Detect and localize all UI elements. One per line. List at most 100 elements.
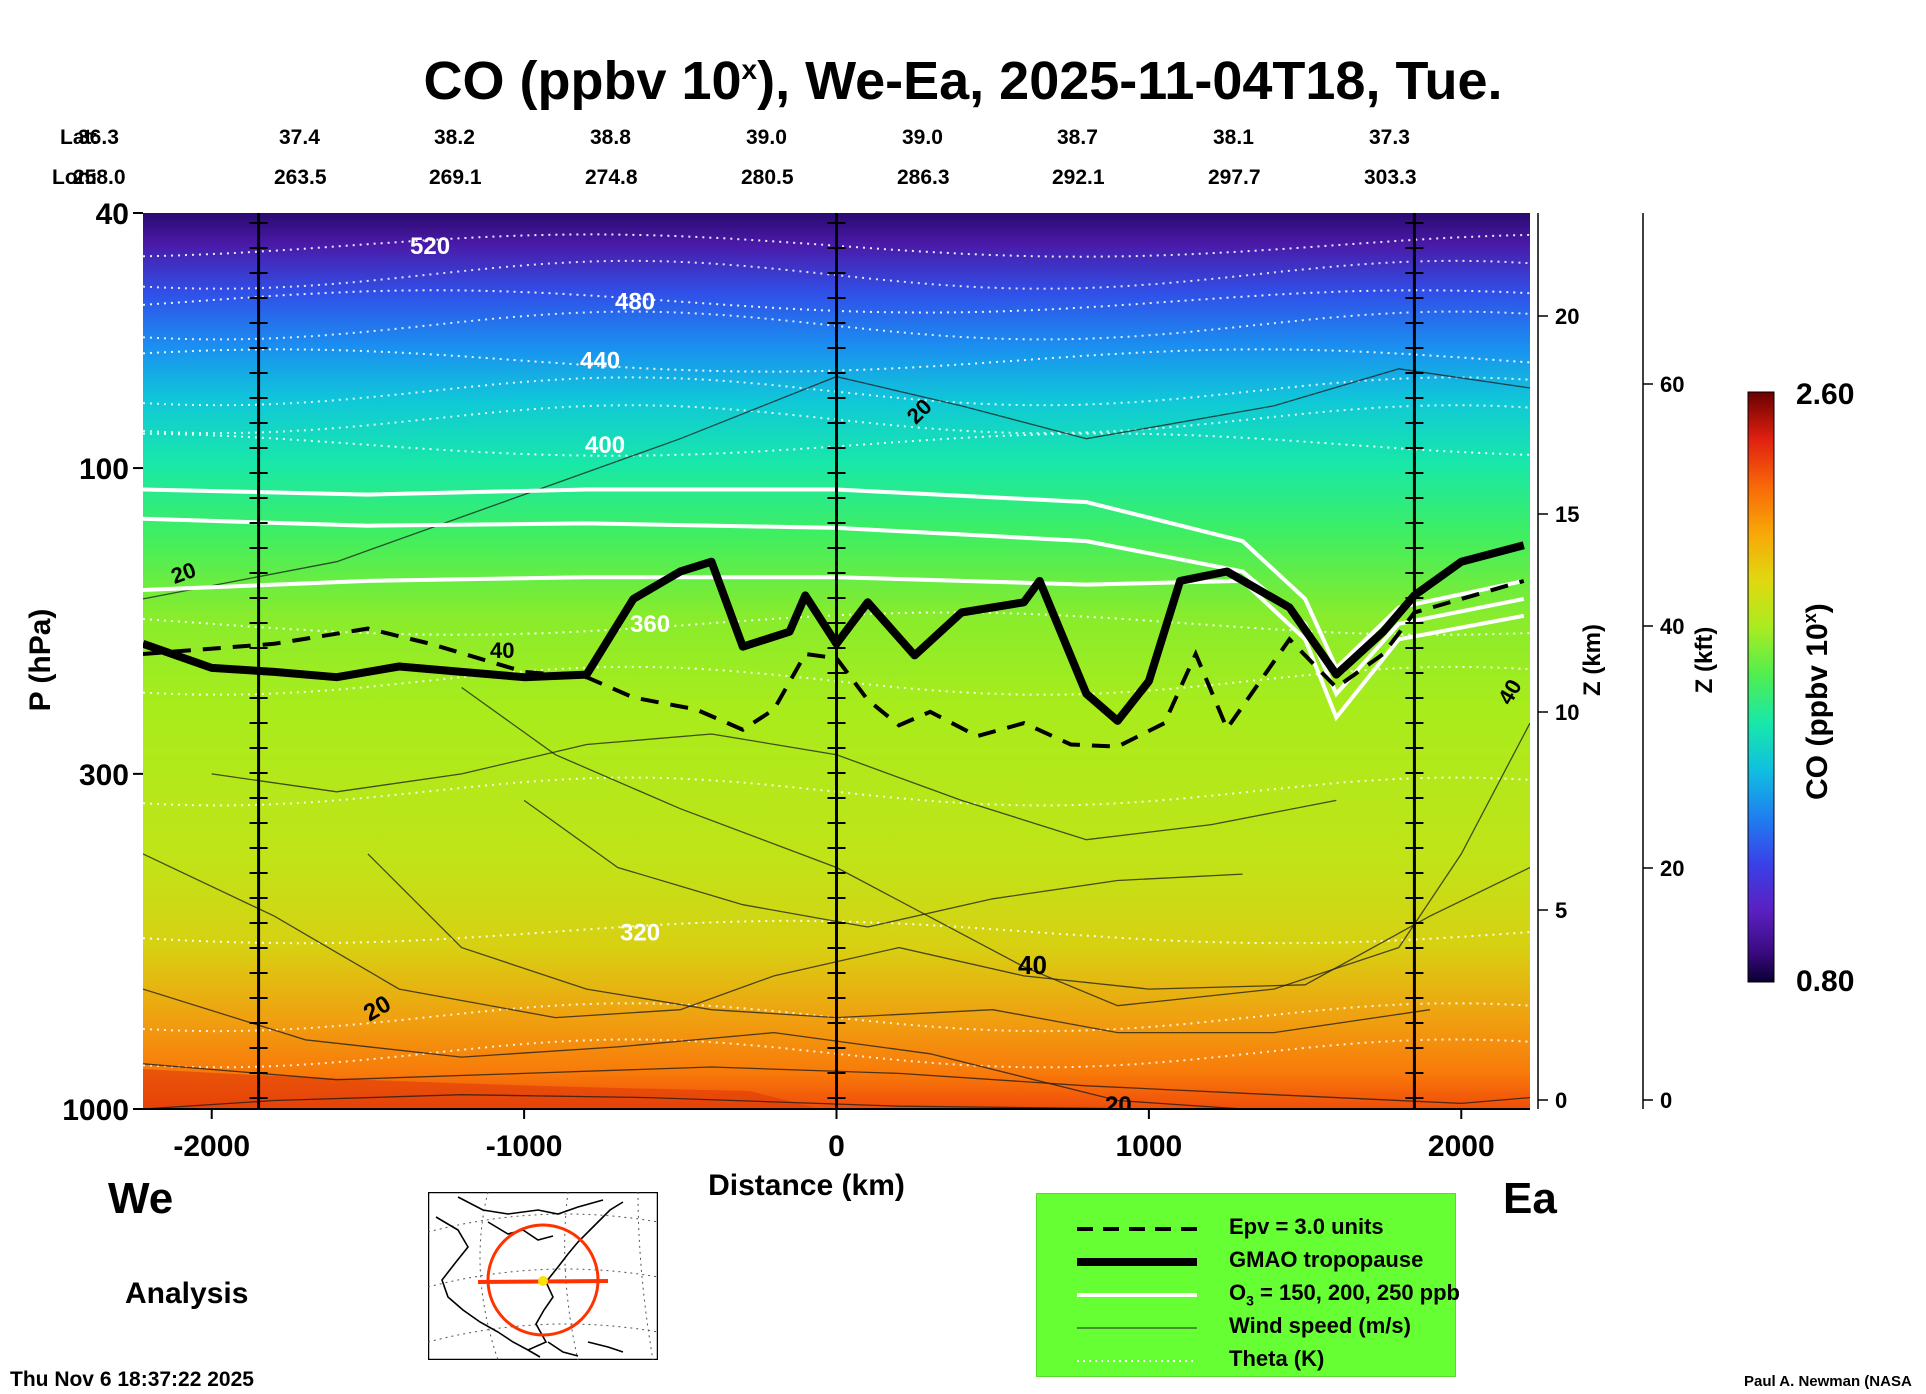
map-center-dot: [538, 1276, 548, 1286]
legend-item-tropopause: GMAO tropopause: [1037, 1245, 1455, 1277]
epv-line: [143, 578, 1525, 749]
theta-contour-label: 360: [630, 611, 670, 638]
lat-value: 38.2: [434, 126, 475, 149]
wind-contour: [461, 686, 1530, 1007]
z-kft-tick-label: 60: [1660, 372, 1684, 397]
x-axis-tick-label: -2000: [173, 1130, 250, 1163]
lon-value: 303.3: [1364, 166, 1417, 189]
wind-contour-label: 20: [1105, 1092, 1132, 1119]
legend-label-tropopause: GMAO tropopause: [1229, 1247, 1424, 1272]
z-km-tick-label: 0: [1555, 1088, 1567, 1113]
east-label: Ea: [1503, 1174, 1557, 1223]
o3-contour-150: [143, 487, 1525, 672]
theta-contour: [143, 1002, 1530, 1033]
z-km-tick-label: 20: [1555, 304, 1579, 329]
tropopause-line: [143, 541, 1525, 725]
legend-label-theta: Theta (K): [1229, 1346, 1325, 1371]
legend-swatch-tropopause: [1077, 1258, 1197, 1266]
y-axis-label: P (hPa): [24, 609, 57, 712]
legend-swatch-o3: [1077, 1293, 1197, 1297]
legend-label-wind: Wind speed (m/s): [1229, 1313, 1411, 1338]
lon-value: 297.7: [1208, 166, 1261, 189]
legend-label-o3: O3 = 150, 200, 250 ppb: [1229, 1280, 1460, 1309]
y-axis-tick-label: 100: [79, 453, 129, 486]
z-km-axis-label: Z (km): [1579, 624, 1606, 696]
chart-title: CO (ppbv 10x), We-Ea, 2025-11-04T18, Tue…: [423, 51, 1503, 111]
theta-contour: [143, 310, 1530, 341]
theta-contour-label: 440: [580, 348, 620, 375]
legend-swatch-wind: [1077, 1327, 1197, 1329]
lat-header-label: Lat:: [60, 126, 99, 149]
z-kft-tick-label: 40: [1660, 614, 1684, 639]
theta-contour: [143, 665, 1530, 696]
theta-contour: [143, 1038, 1530, 1069]
x-axis-tick-label: 2000: [1428, 1130, 1495, 1163]
o3-contour-200: [143, 516, 1525, 698]
legend-swatch-theta: [1077, 1360, 1197, 1362]
theta-contour-label: 520: [410, 233, 450, 260]
lat-value: 39.0: [746, 126, 787, 149]
z-kft-axis-label: Z (kft): [1691, 627, 1718, 694]
z-km-tick-label: 5: [1555, 898, 1567, 923]
lon-value: 280.5: [741, 166, 794, 189]
lat-value: 38.7: [1057, 126, 1098, 149]
legend-label-epv: Epv = 3.0 units: [1229, 1214, 1384, 1239]
colorbar-max-label: 2.60: [1796, 378, 1855, 411]
lon-header-label: Lon:: [52, 166, 98, 189]
theta-contour-label: 320: [620, 919, 660, 946]
lat-value: 37.4: [279, 126, 320, 149]
legend-item-wind: Wind speed (m/s): [1037, 1311, 1455, 1343]
wind-contour-label: 40: [490, 638, 514, 663]
lon-value: 263.5: [274, 166, 327, 189]
lat-value: 36.3: [78, 126, 119, 149]
wind-contour: [143, 1094, 1149, 1109]
o3-contour-250: [143, 575, 1525, 722]
wind-contour: [143, 1063, 1530, 1105]
theta-contour: [143, 259, 1530, 290]
lat-value: 39.0: [902, 126, 943, 149]
theta-contour: [143, 776, 1530, 807]
colorbar-label: CO (ppbv 10x): [1800, 603, 1834, 800]
theta-contour-label: 400: [585, 432, 625, 459]
legend-item-epv: Epv = 3.0 units: [1037, 1212, 1455, 1244]
wind-contour: [211, 733, 1337, 841]
colorbar: [1747, 391, 1775, 983]
colorbar-min-label: 0.80: [1796, 965, 1855, 998]
legend-swatch-epv: [1077, 1227, 1197, 1231]
timestamp: Thu Nov 6 18:37:22 2025: [10, 1368, 254, 1391]
theta-contour: [143, 404, 1530, 435]
legend-item-o3: O3 = 150, 200, 250 ppb: [1037, 1278, 1460, 1310]
y-axis-tick-label: 300: [79, 759, 129, 792]
wind-contour: [143, 988, 1243, 1109]
legend-item-theta: Theta (K): [1037, 1344, 1455, 1376]
lat-value: 37.3: [1369, 126, 1410, 149]
lon-value: 292.1: [1052, 166, 1105, 189]
west-label: We: [108, 1174, 174, 1223]
z-km-tick-label: 10: [1555, 700, 1579, 725]
z-kft-tick-label: 0: [1660, 1088, 1672, 1113]
lon-value: 286.3: [897, 166, 950, 189]
x-axis-tick-label: 1000: [1116, 1130, 1183, 1163]
colorbar-gradient: [1747, 391, 1775, 983]
z-kft-tick-label: 20: [1660, 856, 1684, 881]
lon-value: 269.1: [429, 166, 482, 189]
analysis-label: Analysis: [125, 1277, 249, 1310]
lon-value: 258.0: [73, 166, 126, 189]
x-axis-tick-label: -1000: [486, 1130, 563, 1163]
y-axis-tick-label: 40: [96, 198, 129, 231]
y-axis-tick-label: 1000: [62, 1094, 129, 1127]
x-axis-label: Distance (km): [708, 1169, 905, 1202]
location-map: [428, 1192, 658, 1360]
wind-contour: [523, 799, 1243, 928]
lon-value: 274.8: [585, 166, 638, 189]
wind-contour: [143, 368, 1530, 600]
x-axis-tick-label: 0: [828, 1130, 845, 1163]
lat-value: 38.8: [590, 126, 631, 149]
theta-contour: [143, 376, 1530, 407]
z-km-tick-label: 15: [1555, 502, 1579, 527]
theta-contour-label: 480: [615, 289, 655, 316]
wind-contour-label: 40: [1018, 950, 1047, 980]
